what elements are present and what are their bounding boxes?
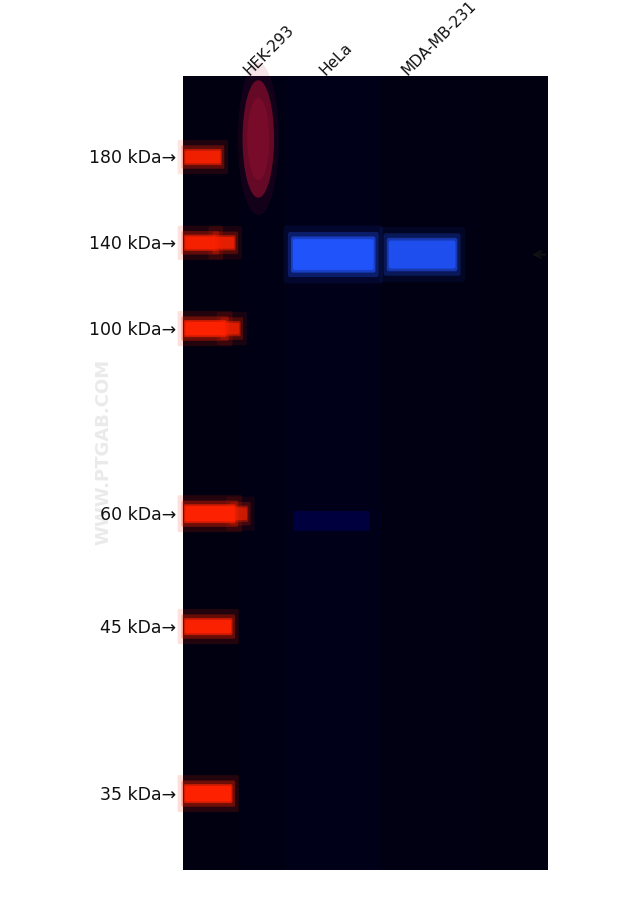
FancyBboxPatch shape xyxy=(226,497,255,531)
Text: 180 kDa→: 180 kDa→ xyxy=(89,149,176,167)
FancyBboxPatch shape xyxy=(181,232,219,255)
Text: MDA-MB-231: MDA-MB-231 xyxy=(399,0,479,78)
FancyBboxPatch shape xyxy=(184,785,232,804)
FancyBboxPatch shape xyxy=(184,618,232,635)
FancyBboxPatch shape xyxy=(185,237,215,250)
FancyBboxPatch shape xyxy=(178,776,239,812)
FancyBboxPatch shape xyxy=(384,234,461,276)
FancyBboxPatch shape xyxy=(185,152,220,164)
FancyBboxPatch shape xyxy=(185,621,231,633)
FancyBboxPatch shape xyxy=(209,226,242,260)
Text: 45 kDa→: 45 kDa→ xyxy=(100,618,176,636)
FancyBboxPatch shape xyxy=(185,786,231,802)
FancyBboxPatch shape xyxy=(230,502,251,526)
FancyBboxPatch shape xyxy=(184,320,226,337)
FancyBboxPatch shape xyxy=(294,511,370,531)
FancyBboxPatch shape xyxy=(185,506,234,521)
FancyBboxPatch shape xyxy=(184,235,217,252)
FancyBboxPatch shape xyxy=(232,506,248,522)
FancyBboxPatch shape xyxy=(224,323,239,335)
FancyBboxPatch shape xyxy=(387,238,457,272)
FancyBboxPatch shape xyxy=(293,240,374,271)
FancyBboxPatch shape xyxy=(178,495,242,532)
Bar xyxy=(383,77,479,870)
FancyBboxPatch shape xyxy=(184,150,222,166)
Ellipse shape xyxy=(247,99,270,180)
Text: 60 kDa→: 60 kDa→ xyxy=(100,505,176,523)
FancyBboxPatch shape xyxy=(181,146,224,170)
Text: WWW.PTGAB.COM: WWW.PTGAB.COM xyxy=(95,358,113,544)
FancyBboxPatch shape xyxy=(181,501,238,527)
FancyBboxPatch shape xyxy=(216,237,234,249)
Text: 35 kDa→: 35 kDa→ xyxy=(100,785,176,803)
FancyBboxPatch shape xyxy=(178,226,223,261)
FancyBboxPatch shape xyxy=(284,226,383,284)
FancyBboxPatch shape xyxy=(184,504,236,523)
Text: HeLa: HeLa xyxy=(317,41,355,78)
Text: 100 kDa→: 100 kDa→ xyxy=(89,320,176,338)
Bar xyxy=(183,77,548,870)
FancyBboxPatch shape xyxy=(181,781,235,806)
FancyBboxPatch shape xyxy=(234,508,247,520)
FancyBboxPatch shape xyxy=(291,237,375,273)
FancyBboxPatch shape xyxy=(220,318,243,340)
FancyBboxPatch shape xyxy=(185,322,225,336)
Text: HEK-293: HEK-293 xyxy=(241,23,297,78)
FancyBboxPatch shape xyxy=(212,232,238,254)
FancyBboxPatch shape xyxy=(178,141,228,175)
FancyBboxPatch shape xyxy=(389,241,455,269)
FancyBboxPatch shape xyxy=(215,235,236,251)
Ellipse shape xyxy=(243,81,274,198)
Text: 140 kDa→: 140 kDa→ xyxy=(89,235,176,253)
FancyBboxPatch shape xyxy=(178,610,239,644)
FancyBboxPatch shape xyxy=(223,321,241,336)
FancyBboxPatch shape xyxy=(181,615,235,639)
FancyBboxPatch shape xyxy=(288,233,379,278)
Bar xyxy=(241,77,284,870)
Bar xyxy=(285,77,381,870)
FancyBboxPatch shape xyxy=(217,312,247,345)
Ellipse shape xyxy=(238,63,279,216)
FancyBboxPatch shape xyxy=(379,227,465,282)
FancyBboxPatch shape xyxy=(181,317,229,341)
FancyBboxPatch shape xyxy=(178,311,232,346)
